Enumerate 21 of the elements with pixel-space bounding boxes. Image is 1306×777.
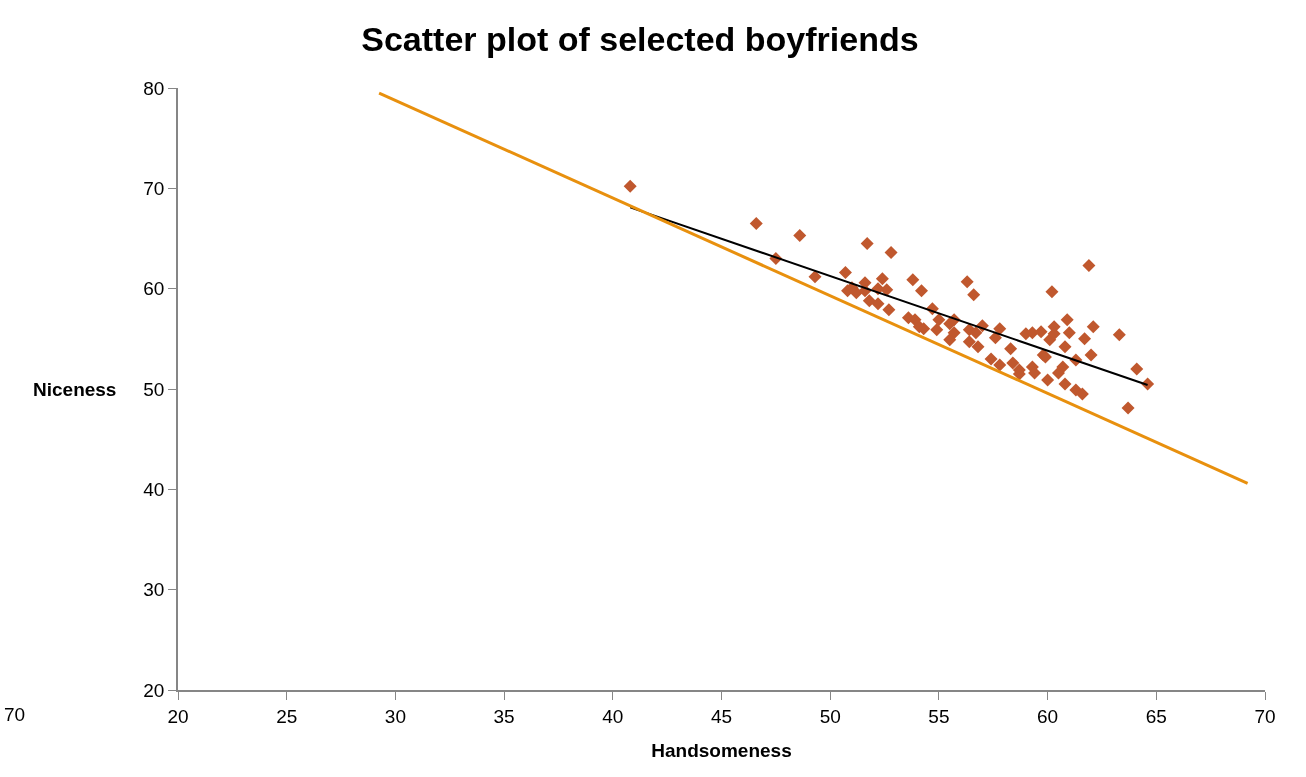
y-tick-label: 50 <box>143 378 165 400</box>
x-tick-label: 40 <box>602 705 624 727</box>
y-tick-label: 70 <box>143 177 165 199</box>
x-axis-title: Handsomeness <box>651 739 792 761</box>
x-tick-label: 70 <box>1254 705 1276 727</box>
x-tick-label: 60 <box>1037 705 1059 727</box>
x-tick-label: 30 <box>384 705 406 727</box>
x-tick-label: 55 <box>928 705 950 727</box>
x-tick-label: 50 <box>819 705 841 727</box>
x-tick-label: 20 <box>167 705 189 727</box>
chart-title: Scatter plot of selected boyfriends <box>361 19 919 58</box>
y-axis-title: Niceness <box>33 379 117 400</box>
y-tick-label: 60 <box>143 278 165 300</box>
x-tick-label: 45 <box>710 705 733 727</box>
y-tick-label: 30 <box>143 579 165 601</box>
y-tick-label: 80 <box>143 77 165 99</box>
y-tick-label: 40 <box>143 478 165 500</box>
y-tick-label: 20 <box>143 679 165 701</box>
x-tick-label: 25 <box>276 705 298 727</box>
x-tick-label: 35 <box>493 705 515 727</box>
x-tick-label: 65 <box>1145 705 1167 727</box>
